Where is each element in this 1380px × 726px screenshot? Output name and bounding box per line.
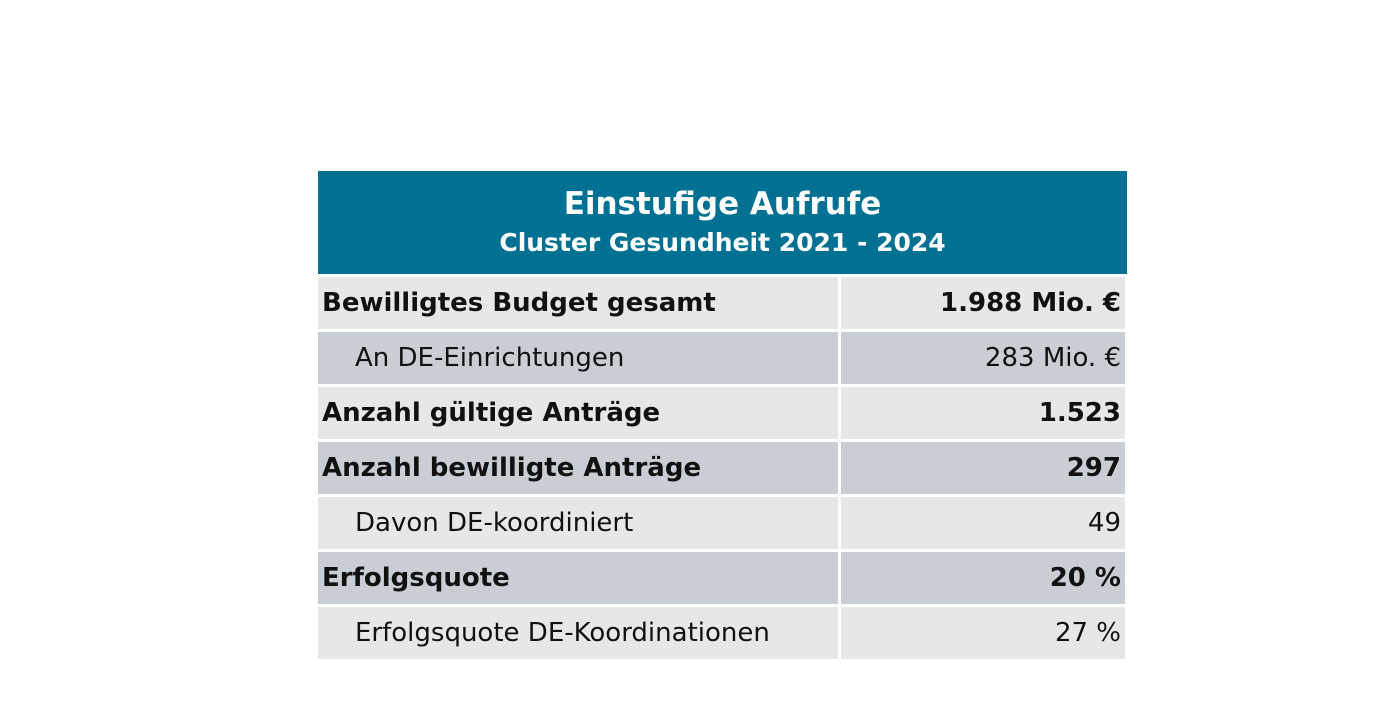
table-subtitle: Cluster Gesundheit 2021 - 2024: [499, 228, 946, 257]
row-value: 49: [841, 497, 1125, 549]
row-value: 1.523: [841, 387, 1125, 439]
row-label: An DE-Einrichtungen: [318, 332, 838, 384]
table-row: Anzahl gültige Anträge 1.523: [318, 387, 1127, 439]
row-value: 1.988 Mio. €: [841, 277, 1125, 329]
row-label: Bewilligtes Budget gesamt: [318, 277, 838, 329]
row-value: 283 Mio. €: [841, 332, 1125, 384]
row-value: 297: [841, 442, 1125, 494]
row-label: Erfolgsquote DE-Koordinationen: [318, 607, 838, 659]
row-value: 20 %: [841, 552, 1125, 604]
table-row: Erfolgsquote 20 %: [318, 552, 1127, 604]
table-row: Erfolgsquote DE-Koordinationen 27 %: [318, 607, 1127, 659]
table-header: Einstufige Aufrufe Cluster Gesundheit 20…: [318, 171, 1127, 274]
table-title: Einstufige Aufrufe: [563, 186, 882, 222]
row-label: Erfolgsquote: [318, 552, 838, 604]
table-row: Anzahl bewilligte Anträge 297: [318, 442, 1127, 494]
statistics-table: Einstufige Aufrufe Cluster Gesundheit 20…: [318, 171, 1127, 659]
table-row: Davon DE-koordiniert 49: [318, 497, 1127, 549]
row-label: Anzahl bewilligte Anträge: [318, 442, 838, 494]
row-label: Anzahl gültige Anträge: [318, 387, 838, 439]
table-row: Bewilligtes Budget gesamt 1.988 Mio. €: [318, 277, 1127, 329]
row-value: 27 %: [841, 607, 1125, 659]
table-row: An DE-Einrichtungen 283 Mio. €: [318, 332, 1127, 384]
row-label: Davon DE-koordiniert: [318, 497, 838, 549]
